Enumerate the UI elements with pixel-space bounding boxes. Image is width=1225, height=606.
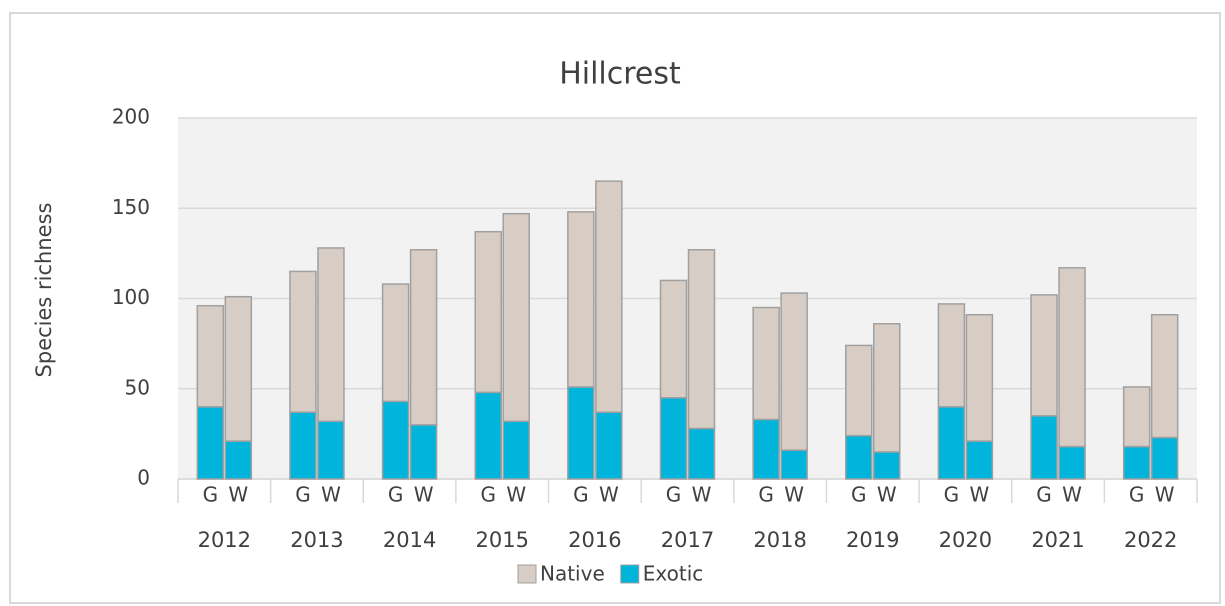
bar-segment (937, 303, 966, 408)
bar-segment (224, 295, 253, 442)
group-label: 2015 (476, 528, 529, 552)
x-tick-label: G (203, 483, 219, 507)
bar-segment (1030, 415, 1058, 480)
bar-segment (409, 249, 438, 426)
x-tick-label: W (1062, 483, 1082, 507)
bar-segment (567, 386, 595, 480)
legend-label: Native (540, 562, 605, 586)
x-tick-label: G (758, 483, 774, 507)
x-tick-label: G (851, 483, 867, 507)
bar-segment (196, 406, 225, 480)
bar-segment (595, 411, 623, 480)
group-label: 2017 (661, 528, 714, 552)
x-tick-label: W (692, 483, 712, 507)
x-tick-label: G (480, 483, 496, 507)
bar-segment (752, 306, 780, 421)
bar-segment (381, 283, 410, 403)
x-tick-label: W (228, 483, 248, 507)
bar-segment (780, 292, 808, 451)
legend-swatch (620, 564, 640, 584)
x-tick-label: G (1129, 483, 1145, 507)
chart-title: Hillcrest (559, 57, 681, 92)
x-tick-label: W (784, 483, 804, 507)
group-label: 2012 (198, 528, 251, 552)
bar-segment (1150, 313, 1179, 439)
bar-segment (1122, 386, 1151, 448)
group-label: 2013 (290, 528, 343, 552)
y-tick-label: 100 (112, 285, 150, 309)
x-tick-label: G (573, 483, 589, 507)
bar-segment (780, 449, 808, 480)
x-tick-label: W (321, 483, 341, 507)
bar-segment (474, 391, 502, 480)
y-tick-label: 50 (125, 375, 150, 399)
x-tick-label: W (414, 483, 434, 507)
bar-segment (289, 270, 317, 413)
x-tick-label: G (388, 483, 404, 507)
bar-segment (873, 451, 901, 480)
group-label: 2014 (383, 528, 436, 552)
x-tick-label: G (1036, 483, 1052, 507)
bar-segment (1150, 436, 1179, 480)
bar-segment (317, 247, 345, 422)
group-label: 2019 (846, 528, 899, 552)
group-label: 2020 (939, 528, 992, 552)
bar-segment (595, 180, 623, 413)
bar-segment (289, 411, 317, 480)
bar-segment (687, 249, 716, 430)
bar-segment (1058, 267, 1086, 448)
bar-segment (317, 420, 345, 480)
bar-segment (224, 440, 253, 480)
legend-swatch (517, 564, 537, 584)
y-tick-label: 150 (112, 195, 150, 219)
x-tick-label: G (295, 483, 311, 507)
bar-segment (752, 418, 780, 480)
bar-segment (965, 313, 994, 442)
bar-segment (687, 427, 716, 480)
bar-segment (1030, 294, 1058, 417)
group-label: 2022 (1124, 528, 1177, 552)
group-label: 2016 (568, 528, 621, 552)
group-label: 2018 (753, 528, 806, 552)
x-tick-label: W (599, 483, 619, 507)
x-tick-label: W (506, 483, 526, 507)
bar-segment (381, 400, 410, 480)
y-axis-title: Species richness (32, 203, 56, 378)
x-tick-label: W (970, 483, 990, 507)
bar-segment (567, 211, 595, 388)
x-tick-label: G (944, 483, 960, 507)
bar-segment (474, 230, 502, 394)
bar-segment (1122, 445, 1151, 480)
group-label: 2021 (1031, 528, 1084, 552)
bar-segment (502, 212, 530, 422)
x-tick-label: G (666, 483, 682, 507)
y-tick-label: 200 (112, 105, 150, 129)
bar-segment (502, 420, 530, 480)
bar-segment (659, 397, 688, 480)
bar-segment (845, 344, 873, 437)
bar-segment (873, 323, 901, 453)
y-tick-label: 0 (137, 466, 150, 490)
x-tick-label: W (877, 483, 897, 507)
bar-segment (1058, 445, 1086, 480)
bar-segment (845, 434, 873, 480)
bar-segment (409, 424, 438, 480)
bar-segment (196, 304, 225, 408)
bar-segment (965, 440, 994, 480)
bar-segment (659, 279, 688, 399)
x-tick-label: W (1155, 483, 1175, 507)
bar-segment (937, 406, 966, 480)
legend-label: Exotic (643, 562, 704, 586)
